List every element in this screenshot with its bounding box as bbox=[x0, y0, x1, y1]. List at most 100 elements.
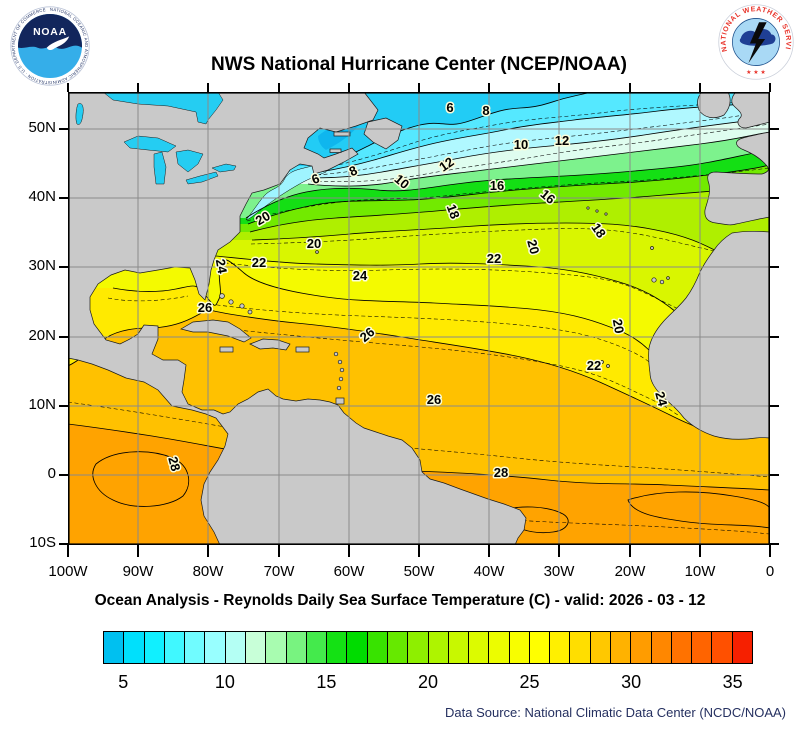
lat-tick bbox=[59, 128, 68, 130]
lat-label: 10S bbox=[29, 534, 56, 551]
lon-tick bbox=[769, 545, 771, 557]
colorbar-cell bbox=[550, 632, 571, 663]
lake-ontario bbox=[211, 163, 237, 173]
colorbar-cell bbox=[367, 632, 388, 663]
lat-tick bbox=[59, 474, 68, 476]
lon-tick bbox=[488, 545, 490, 557]
svg-text:24: 24 bbox=[652, 390, 670, 409]
colorbar-cell bbox=[469, 632, 490, 663]
svg-text:28: 28 bbox=[165, 455, 183, 473]
lat-label: 40N bbox=[28, 188, 56, 205]
lon-tick bbox=[207, 83, 209, 92]
anticosti-island bbox=[333, 131, 351, 137]
lat-tick bbox=[770, 128, 779, 130]
svg-text:8: 8 bbox=[482, 103, 489, 118]
svg-text:20: 20 bbox=[307, 236, 321, 251]
puerto-rico bbox=[295, 346, 310, 353]
svg-text:28: 28 bbox=[494, 465, 508, 480]
colorbar-cell bbox=[387, 632, 409, 663]
sst-map[interactable]: 6 8 10 12 6 8 10 12 16 16 18 18 20 20 20 20 22 22 22 24 24 24… bbox=[68, 92, 770, 545]
lon-label: 80W bbox=[192, 563, 224, 580]
nws-lightning-icon bbox=[748, 22, 767, 64]
svg-text:18: 18 bbox=[444, 202, 463, 221]
ireland bbox=[697, 92, 731, 119]
lon-label: 0 bbox=[765, 563, 775, 580]
colorbar-cell bbox=[286, 632, 307, 663]
lake-huron bbox=[175, 149, 204, 173]
svg-text:24: 24 bbox=[353, 268, 368, 283]
lat-tick bbox=[59, 336, 68, 338]
lon-label: 30W bbox=[543, 563, 575, 580]
lake-winnipeg bbox=[75, 103, 84, 125]
lat-tick bbox=[59, 266, 68, 268]
lon-label: 40W bbox=[473, 563, 505, 580]
svg-text:20: 20 bbox=[524, 238, 542, 256]
colorbar-tick-label: 15 bbox=[316, 672, 337, 692]
lon-tick bbox=[348, 545, 350, 557]
svg-text:26: 26 bbox=[427, 392, 441, 407]
jamaica bbox=[219, 346, 234, 353]
colorbar-cell bbox=[225, 632, 246, 663]
svg-text:20: 20 bbox=[610, 318, 627, 335]
lat-tick bbox=[59, 405, 68, 407]
lon-label: 50W bbox=[403, 563, 435, 580]
colorbar-cell bbox=[164, 632, 186, 663]
lon-tick bbox=[418, 83, 420, 92]
colorbar-cell bbox=[732, 632, 752, 663]
nws-logo: NATIONAL WEATHER SERVICE ★ ★ ★ bbox=[718, 4, 794, 80]
svg-text:10: 10 bbox=[514, 137, 528, 152]
svg-text:26: 26 bbox=[198, 300, 212, 315]
lat-label: 0 bbox=[47, 465, 56, 482]
lesser-antilles bbox=[333, 351, 345, 405]
svg-text:12: 12 bbox=[555, 133, 569, 148]
lat-tick bbox=[770, 474, 779, 476]
map-border bbox=[68, 92, 770, 545]
colorbar-cell bbox=[124, 632, 145, 663]
svg-text:16: 16 bbox=[490, 178, 504, 193]
hudson-bay bbox=[102, 92, 224, 125]
noaa-bird-icon bbox=[46, 36, 70, 51]
colorbar-cell bbox=[266, 632, 287, 663]
colorbar-cell bbox=[489, 632, 510, 663]
colorbar-cell bbox=[712, 632, 733, 663]
graticule bbox=[68, 92, 770, 545]
france-iberia bbox=[704, 131, 770, 226]
colorbar-tick-label: 30 bbox=[621, 672, 642, 692]
great-britain bbox=[731, 92, 770, 129]
lon-tick bbox=[67, 83, 69, 92]
lat-tick bbox=[770, 405, 779, 407]
lon-tick bbox=[699, 545, 701, 557]
lon-label: 60W bbox=[333, 563, 365, 580]
colorbar-tick-label: 35 bbox=[722, 672, 743, 692]
lat-label: 30N bbox=[28, 257, 56, 274]
lat-tick bbox=[770, 336, 779, 338]
colorbar-cell bbox=[245, 632, 267, 663]
svg-text:22: 22 bbox=[252, 255, 266, 270]
lat-tick bbox=[770, 197, 779, 199]
colorbar-cell bbox=[631, 632, 652, 663]
colorbar-cell bbox=[448, 632, 470, 663]
colorbar-cell bbox=[692, 632, 713, 663]
lon-label: 10W bbox=[684, 563, 716, 580]
colorbar-cell bbox=[509, 632, 530, 663]
colorbar-cell bbox=[104, 632, 125, 663]
colorbar-cell bbox=[671, 632, 693, 663]
colorbar-cell bbox=[529, 632, 551, 663]
lon-label: 90W bbox=[122, 563, 154, 580]
colorbar-cell bbox=[651, 632, 672, 663]
colorbar-cell bbox=[347, 632, 368, 663]
colorbar-tick-label: 10 bbox=[214, 672, 235, 692]
colorbar-tick-label: 5 bbox=[118, 672, 129, 692]
lon-label: 100W bbox=[48, 563, 88, 580]
lon-tick bbox=[769, 83, 771, 92]
colorbar-cell bbox=[185, 632, 206, 663]
colorbar-cell bbox=[611, 632, 632, 663]
lon-tick bbox=[488, 83, 490, 92]
colorbar-cell bbox=[428, 632, 449, 663]
data-source: Data Source: National Climatic Data Cent… bbox=[445, 705, 786, 720]
colorbar-cell bbox=[570, 632, 591, 663]
landmasses bbox=[68, 92, 770, 545]
colorbar-cell bbox=[144, 632, 165, 663]
nws-stars: ★ ★ ★ bbox=[746, 69, 766, 76]
